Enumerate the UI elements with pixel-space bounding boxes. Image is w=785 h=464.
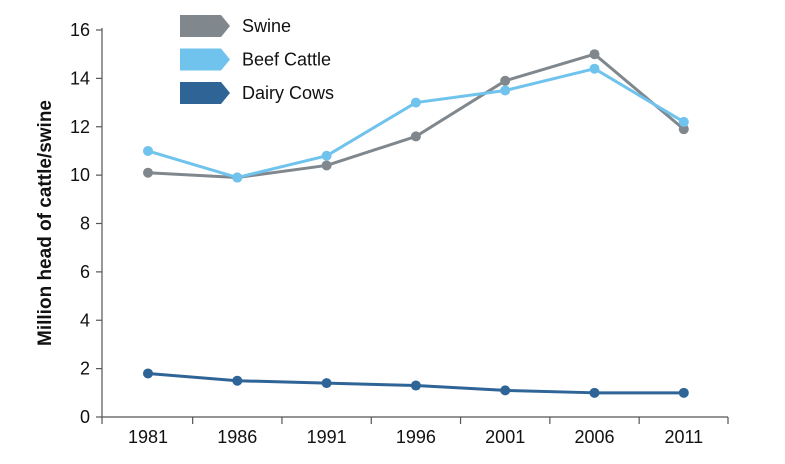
legend-swatch xyxy=(180,48,230,71)
y-axis-label: Million head of cattle/swine xyxy=(35,100,56,346)
y-tick-label: 4 xyxy=(80,310,90,330)
data-point-dairy-cows xyxy=(589,387,600,398)
data-point-swine xyxy=(500,75,511,86)
legend-swatch xyxy=(180,15,230,37)
legend-label: Dairy Cows xyxy=(242,83,334,103)
data-point-dairy-cows xyxy=(321,378,332,389)
y-tick-label: 12 xyxy=(70,117,90,137)
data-point-dairy-cows xyxy=(678,387,689,398)
series-beef-cattle xyxy=(143,63,689,183)
y-tick-label: 14 xyxy=(70,68,90,88)
series-dairy-cows xyxy=(143,368,689,398)
data-point-beef-cattle xyxy=(321,150,332,161)
series-line-beef-cattle xyxy=(147,67,685,180)
data-point-swine xyxy=(678,124,689,135)
x-tick-label: 2011 xyxy=(664,427,703,447)
legend: Swine Beef Cattle Dairy Cows xyxy=(180,15,334,104)
y-tick-label: 16 xyxy=(70,20,90,40)
data-point-swine xyxy=(589,49,600,60)
data-point-beef-cattle xyxy=(589,63,600,74)
series-swine xyxy=(143,49,689,183)
data-point-dairy-cows xyxy=(410,380,421,391)
x-tick-label: 2006 xyxy=(574,427,614,447)
series-layer xyxy=(143,49,689,398)
x-tick-label: 1996 xyxy=(396,427,436,447)
axes xyxy=(101,28,728,418)
legend-label: Swine xyxy=(242,16,291,36)
data-point-dairy-cows xyxy=(143,368,153,379)
legend-item-beef-cattle: Beef Cattle xyxy=(180,48,331,71)
data-point-swine xyxy=(410,131,421,142)
legend-label: Beef Cattle xyxy=(242,50,331,70)
x-tick-label: 1981 xyxy=(128,427,168,447)
data-point-dairy-cows xyxy=(500,385,511,396)
x-axis-ticks: 1981 1986 1991 1996 2001 2006 2011 xyxy=(101,417,729,447)
legend-swatch xyxy=(180,82,230,104)
legend-item-swine: Swine xyxy=(180,15,291,37)
y-tick-label: 10 xyxy=(70,165,90,185)
data-point-beef-cattle xyxy=(678,116,689,127)
data-point-dairy-cows xyxy=(232,375,243,386)
y-tick-label: 8 xyxy=(80,214,90,234)
data-point-beef-cattle xyxy=(143,145,153,156)
y-axis-ticks: 0 2 4 6 8 10 12 14 16 xyxy=(70,20,102,427)
data-point-swine xyxy=(321,160,332,171)
x-tick-label: 1991 xyxy=(307,427,347,447)
data-point-beef-cattle xyxy=(232,172,243,183)
data-point-beef-cattle xyxy=(410,97,421,108)
data-point-swine xyxy=(143,167,153,178)
y-tick-label: 2 xyxy=(80,359,90,379)
y-tick-label: 6 xyxy=(80,262,90,282)
x-tick-label: 2001 xyxy=(485,427,525,447)
data-point-beef-cattle xyxy=(500,85,511,96)
legend-item-dairy-cows: Dairy Cows xyxy=(180,82,334,104)
x-tick-label: 1986 xyxy=(217,427,257,447)
y-tick-label: 0 xyxy=(80,407,90,427)
